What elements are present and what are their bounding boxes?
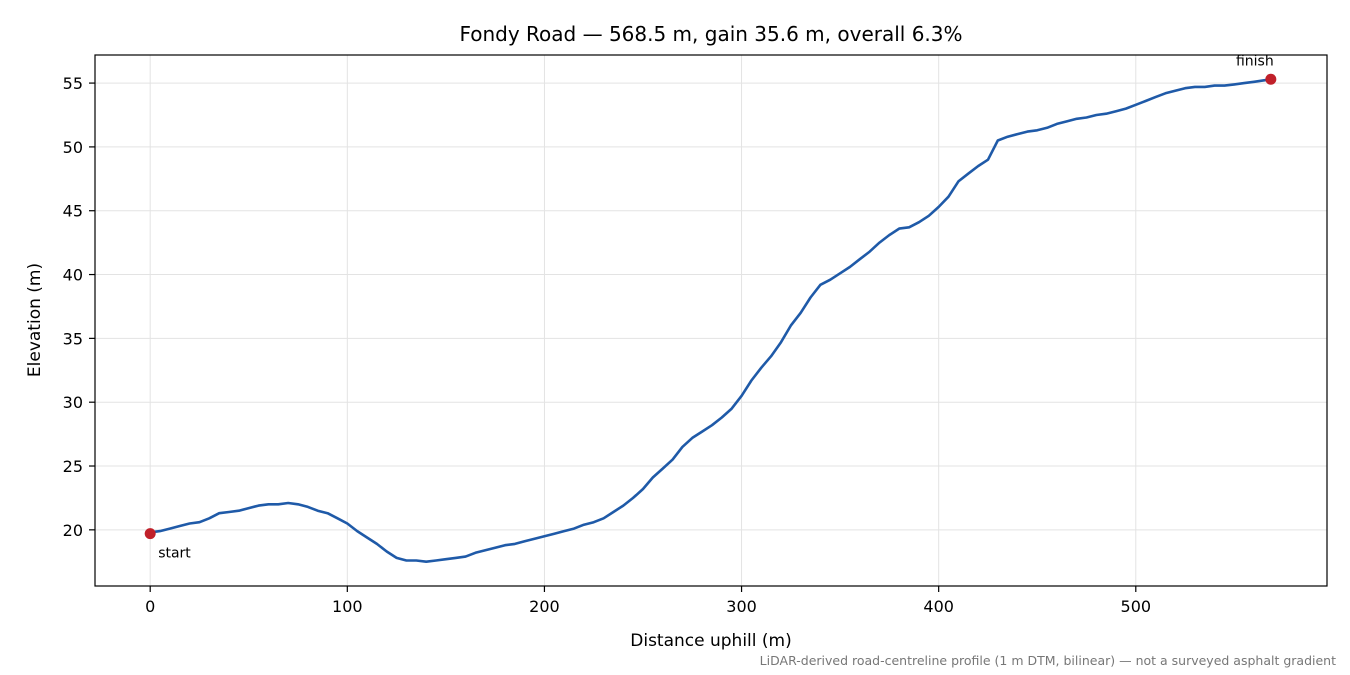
y-axis-ticks: 20 25 30 35 40 45 50 55 [63,74,95,540]
y-tick-label: 20 [63,521,83,540]
y-tick-label: 50 [63,138,83,157]
x-tick-label: 300 [726,597,757,616]
x-tick-label: 200 [529,597,560,616]
x-tick-label: 500 [1121,597,1152,616]
start-marker [144,528,156,540]
footnote: LiDAR-derived road-centreline profile (1… [760,653,1336,668]
x-axis-ticks: 0 100 200 300 400 500 [145,586,1151,616]
x-tick-label: 100 [332,597,363,616]
finish-marker [1265,73,1277,85]
endpoint-markers: start finish [144,53,1277,562]
y-tick-label: 35 [63,329,83,348]
x-axis-label: Distance uphill (m) [630,631,791,651]
y-tick-label: 55 [63,74,83,93]
chart-title: Fondy Road — 568.5 m, gain 35.6 m, overa… [459,22,962,46]
start-label: start [158,546,191,562]
y-tick-label: 45 [63,202,83,221]
plot-frame [94,54,1328,587]
elevation-profile-line [148,78,1273,563]
y-tick-label: 25 [63,457,83,476]
x-tick-label: 400 [923,597,954,616]
grid-lines [95,55,1327,586]
y-axis-label: Elevation (m) [25,263,45,377]
y-tick-label: 40 [63,266,83,285]
finish-label: finish [1236,53,1274,69]
x-tick-label: 0 [145,597,155,616]
y-tick-label: 30 [63,393,83,412]
